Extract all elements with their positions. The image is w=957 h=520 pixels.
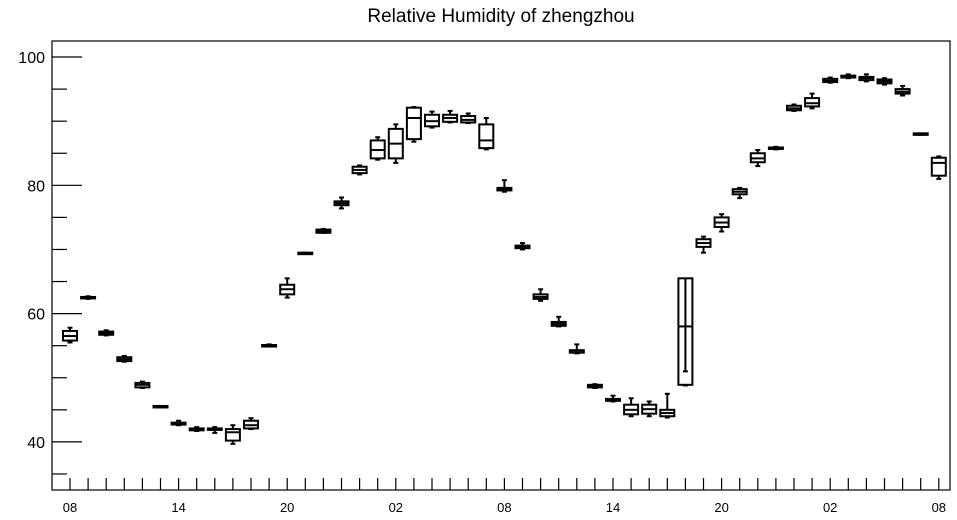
box-plot bbox=[152, 404, 169, 409]
x-tick-label: 20 bbox=[714, 500, 728, 515]
x-axis: 08 14 20 02 08 14 20 02 08 bbox=[63, 478, 946, 515]
y-tick-label: 60 bbox=[27, 307, 45, 324]
chart-title: Relative Humidity of zhengzhou bbox=[367, 6, 634, 27]
box-plot bbox=[424, 110, 440, 129]
y-tick-label: 100 bbox=[18, 50, 45, 67]
plot-frame bbox=[51, 40, 951, 491]
box-plot bbox=[858, 73, 875, 83]
box-plot bbox=[786, 103, 802, 112]
box-plot bbox=[894, 84, 911, 97]
box-plot bbox=[767, 145, 784, 151]
box-plot bbox=[532, 288, 549, 302]
box-plot bbox=[586, 383, 603, 390]
x-tick-label: 02 bbox=[389, 500, 403, 515]
box-plot bbox=[695, 235, 712, 254]
box-plot bbox=[460, 112, 477, 125]
box-plot bbox=[876, 77, 893, 86]
x-tick-label: 14 bbox=[171, 500, 185, 515]
box-plot bbox=[351, 164, 368, 176]
box-plot bbox=[297, 251, 314, 256]
box-plot bbox=[912, 132, 929, 136]
box-plot bbox=[261, 343, 278, 348]
box-plot bbox=[206, 426, 223, 434]
box-plot bbox=[116, 354, 133, 363]
box-plot bbox=[387, 123, 404, 164]
box-plot bbox=[496, 179, 513, 193]
box-plot bbox=[568, 343, 585, 355]
y-tick-label: 40 bbox=[27, 435, 45, 452]
box-plot bbox=[822, 76, 839, 84]
x-tick-label: 14 bbox=[606, 500, 620, 515]
box-iqr bbox=[224, 428, 241, 442]
box-plot bbox=[333, 196, 350, 210]
box-plot bbox=[659, 392, 676, 419]
box-plot bbox=[840, 73, 857, 80]
box-plot bbox=[134, 380, 151, 390]
box-iqr bbox=[405, 106, 422, 141]
box-plot bbox=[804, 92, 821, 110]
box-plot bbox=[641, 400, 658, 418]
box-plot bbox=[405, 106, 422, 143]
box-plot bbox=[605, 394, 621, 403]
box-plot bbox=[62, 326, 78, 344]
box-plot bbox=[243, 417, 259, 431]
box-plot bbox=[279, 277, 296, 299]
box-plot bbox=[442, 109, 459, 124]
box-plot bbox=[369, 136, 386, 161]
box-plot bbox=[315, 227, 332, 234]
box-plot bbox=[80, 295, 97, 300]
box-plot bbox=[930, 155, 947, 180]
x-tick-label: 08 bbox=[63, 500, 77, 515]
y-axis: 40 60 80 100 bbox=[18, 50, 82, 475]
box-plot bbox=[731, 186, 748, 200]
x-tick-label: 08 bbox=[497, 500, 511, 515]
y-tick-label: 80 bbox=[27, 178, 45, 195]
box-plot bbox=[170, 419, 187, 427]
x-tick-label: 02 bbox=[823, 500, 837, 515]
x-tick-label: 08 bbox=[932, 500, 946, 515]
x-tick-label: 20 bbox=[280, 500, 294, 515]
box-iqr bbox=[478, 123, 495, 150]
box-iqr bbox=[930, 156, 947, 177]
box-plot bbox=[98, 329, 115, 337]
box-plot bbox=[713, 213, 730, 233]
box-plot bbox=[550, 315, 567, 328]
box-plot bbox=[478, 116, 495, 151]
box-plot bbox=[749, 149, 766, 168]
box-plot bbox=[188, 426, 205, 432]
box-series bbox=[62, 73, 947, 445]
box-plot bbox=[514, 242, 531, 251]
box-plot bbox=[623, 397, 640, 418]
box-plot bbox=[677, 277, 694, 387]
box-plot bbox=[224, 424, 241, 445]
